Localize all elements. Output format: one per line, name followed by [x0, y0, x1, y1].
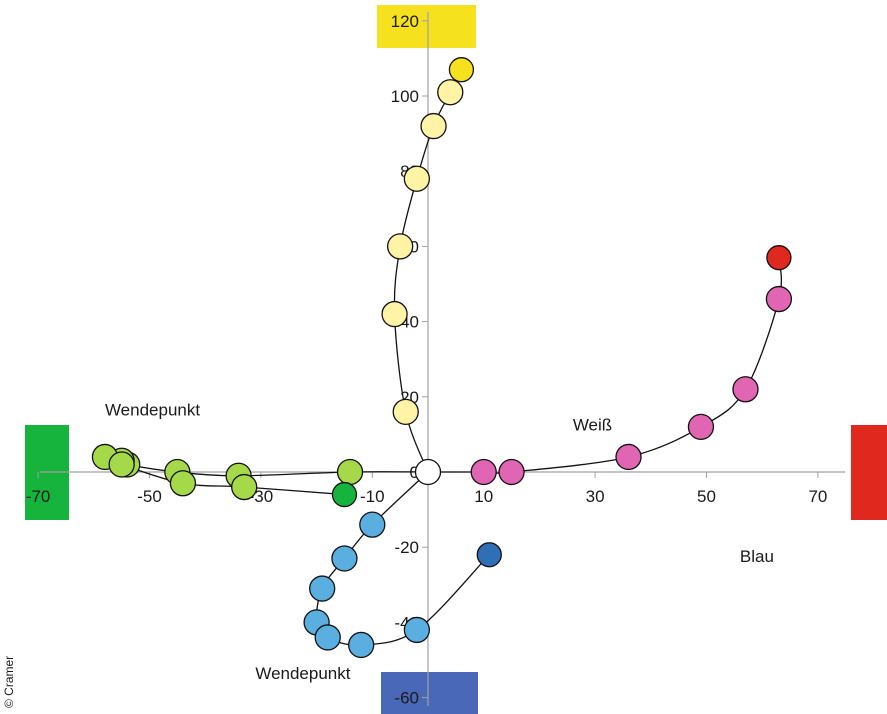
x-tick-label: 30	[586, 487, 605, 506]
data-point	[314, 624, 341, 651]
data-point	[420, 112, 447, 140]
data-point	[766, 245, 792, 271]
credit-label: © Cramer	[2, 656, 16, 708]
data-point	[309, 575, 336, 602]
annotation-label: Blau	[740, 547, 774, 566]
data-point	[476, 542, 502, 568]
y-tick-label: -60	[394, 689, 419, 708]
series-points	[91, 57, 793, 659]
data-point	[331, 545, 358, 572]
data-point	[403, 165, 431, 192]
data-point	[336, 458, 364, 486]
data-point	[348, 631, 375, 659]
annotation-label: Wendepunkt	[255, 664, 350, 683]
data-point	[331, 481, 358, 508]
x-tick-label: 70	[808, 487, 827, 506]
data-point	[437, 79, 464, 106]
annotation-label: Weiß	[573, 416, 612, 435]
y-tick-label: -20	[394, 538, 419, 557]
data-point	[169, 470, 197, 497]
data-point	[765, 285, 793, 313]
series-line	[428, 257, 783, 474]
data-point	[381, 300, 408, 328]
x-tick-label: -50	[137, 487, 162, 506]
data-point	[403, 616, 431, 644]
data-point	[498, 458, 525, 486]
x-tick-label: -70	[26, 487, 51, 506]
data-point	[448, 57, 475, 83]
axes	[40, 12, 845, 706]
data-point	[615, 443, 642, 471]
y-tick-label: 120	[391, 12, 419, 31]
data-point	[108, 451, 135, 478]
annotation-label: Wendepunkt	[105, 401, 200, 420]
annotations: Wendepunkt Weiß Blau Wendepunkt	[105, 401, 774, 683]
box-pos-y	[377, 5, 476, 48]
data-point	[392, 398, 419, 425]
box-pos-x	[851, 425, 887, 520]
data-point	[687, 413, 715, 441]
data-point	[732, 376, 759, 403]
x-tick-label: 50	[697, 487, 716, 506]
data-point	[470, 458, 497, 486]
x-tick-label: 10	[474, 487, 493, 506]
data-point	[359, 511, 386, 538]
data-point	[231, 473, 258, 501]
box-neg-y	[381, 672, 478, 714]
white-point	[414, 458, 442, 486]
y-tick-label: 100	[391, 87, 419, 106]
x-tick-label: -10	[360, 487, 385, 506]
data-point	[386, 233, 414, 260]
series-curves	[104, 69, 783, 646]
axis-end-color-boxes	[25, 5, 887, 714]
